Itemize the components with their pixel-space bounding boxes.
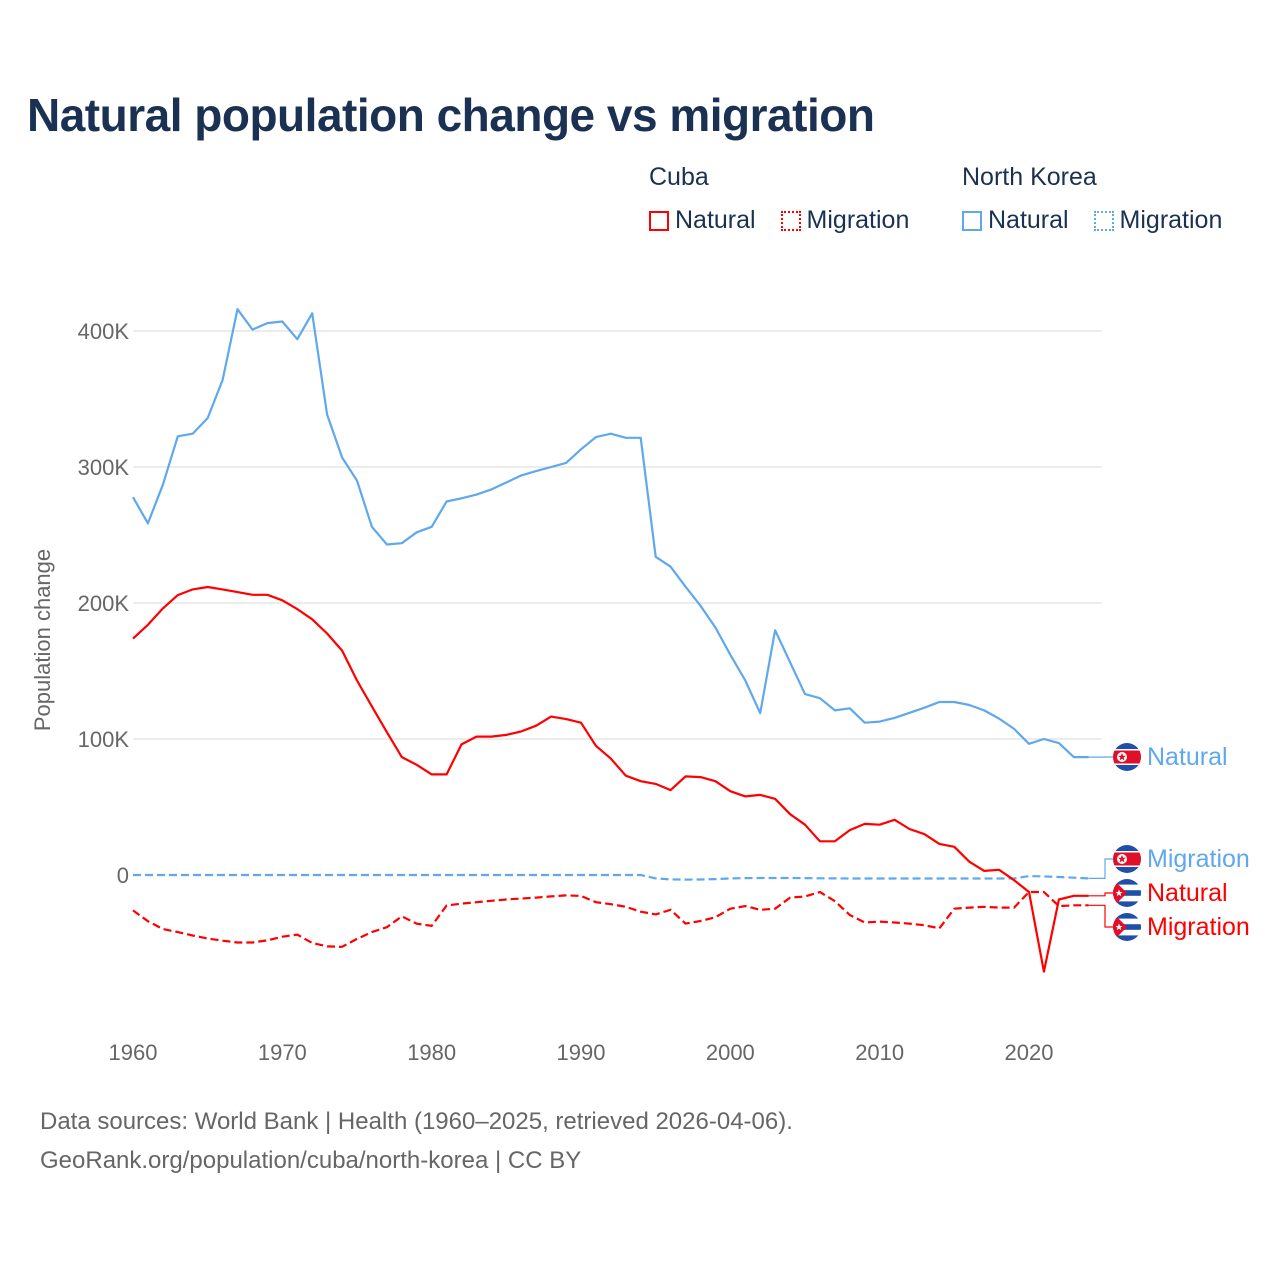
x-tick-label: 1980 bbox=[407, 1040, 456, 1065]
series-line-cu_natural[interactable] bbox=[132, 585, 1089, 973]
x-tick-label: 1970 bbox=[258, 1040, 307, 1065]
legend-swatch-solid bbox=[649, 210, 669, 231]
series-lines bbox=[132, 308, 1089, 973]
x-tick-label: 2020 bbox=[1005, 1040, 1054, 1065]
legend-label: Migration bbox=[1119, 206, 1223, 234]
legend-group-title: North Korea bbox=[962, 163, 1097, 191]
series-line-cu_migration[interactable] bbox=[132, 890, 1089, 948]
label-connector bbox=[1088, 904, 1114, 928]
y-tick-label: 300K bbox=[78, 455, 130, 480]
end-label-nk_migration: Migration bbox=[1147, 845, 1250, 873]
x-tick-label: 1990 bbox=[557, 1040, 606, 1065]
legend-label: Natural bbox=[675, 206, 756, 234]
legend-item-nk-migration[interactable]: Migration bbox=[1093, 206, 1223, 235]
north-korea-flag-icon bbox=[1113, 743, 1141, 771]
footer-sources: Data sources: World Bank | Health (1960–… bbox=[40, 1108, 793, 1135]
chart-title: Natural population change vs migration bbox=[27, 89, 875, 141]
legend-group-north-korea: North Korea Natural Migration bbox=[962, 163, 1222, 238]
x-tick-label: 2010 bbox=[855, 1040, 904, 1065]
y-axis: 0 100K 200K 300K 400K bbox=[78, 319, 130, 888]
y-tick-label: 100K bbox=[78, 727, 130, 752]
end-label-cu_migration: Migration bbox=[1147, 913, 1250, 941]
grid-lines bbox=[133, 330, 1102, 740]
x-tick-label: 1960 bbox=[109, 1040, 158, 1065]
series-line-nk_natural[interactable] bbox=[132, 308, 1089, 759]
legend-item-cuba-natural[interactable]: Natural bbox=[649, 206, 756, 235]
legend-group-cuba: Cuba Natural Migration bbox=[649, 163, 927, 238]
y-tick-label: 200K bbox=[78, 591, 130, 616]
y-axis-label: Population change bbox=[30, 549, 55, 731]
end-label-cu_natural: Natural bbox=[1147, 879, 1228, 907]
legend-swatch-dotted bbox=[1093, 210, 1114, 231]
legend-swatch-solid bbox=[962, 210, 982, 231]
legend-item-nk-natural[interactable]: Natural bbox=[962, 206, 1069, 235]
legend-label: Natural bbox=[988, 206, 1069, 234]
legend-group-title: Cuba bbox=[649, 163, 709, 191]
legend-label: Migration bbox=[806, 206, 910, 234]
x-axis: 1960 1970 1980 1990 2000 2010 2020 bbox=[109, 1040, 1054, 1065]
end-labels: Natural Migration Natural Migration bbox=[1088, 743, 1250, 941]
label-connector bbox=[1088, 858, 1114, 880]
y-tick-label: 400K bbox=[78, 319, 130, 344]
legend-swatch-dotted bbox=[780, 210, 801, 231]
north-korea-flag-icon bbox=[1113, 845, 1141, 873]
series-line-nk_migration[interactable] bbox=[133, 873, 1089, 881]
cuba-flag-icon bbox=[1113, 913, 1141, 941]
x-tick-label: 2000 bbox=[706, 1040, 755, 1065]
legend-item-cuba-migration[interactable]: Migration bbox=[780, 206, 910, 235]
label-connector bbox=[1088, 892, 1114, 897]
y-tick-label: 0 bbox=[117, 863, 129, 888]
cuba-flag-icon bbox=[1113, 879, 1141, 907]
end-label-nk_natural: Natural bbox=[1147, 743, 1228, 771]
footer-attribution: GeoRank.org/population/cuba/north-korea … bbox=[40, 1147, 582, 1174]
